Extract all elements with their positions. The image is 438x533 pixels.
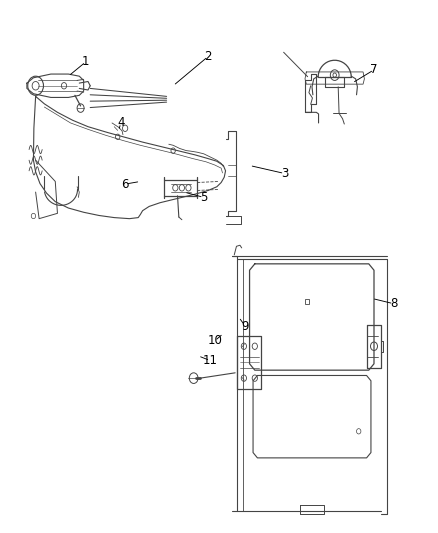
Text: 7: 7 xyxy=(370,63,378,76)
Text: 5: 5 xyxy=(200,191,208,204)
Text: 10: 10 xyxy=(207,334,222,348)
Text: 2: 2 xyxy=(205,50,212,63)
Text: 1: 1 xyxy=(82,55,90,68)
Text: 6: 6 xyxy=(121,177,129,191)
Text: 9: 9 xyxy=(241,320,249,333)
Bar xyxy=(305,300,309,304)
Text: 4: 4 xyxy=(117,117,124,130)
Text: 3: 3 xyxy=(281,167,288,180)
Text: 11: 11 xyxy=(203,354,218,367)
Text: 8: 8 xyxy=(390,297,397,310)
